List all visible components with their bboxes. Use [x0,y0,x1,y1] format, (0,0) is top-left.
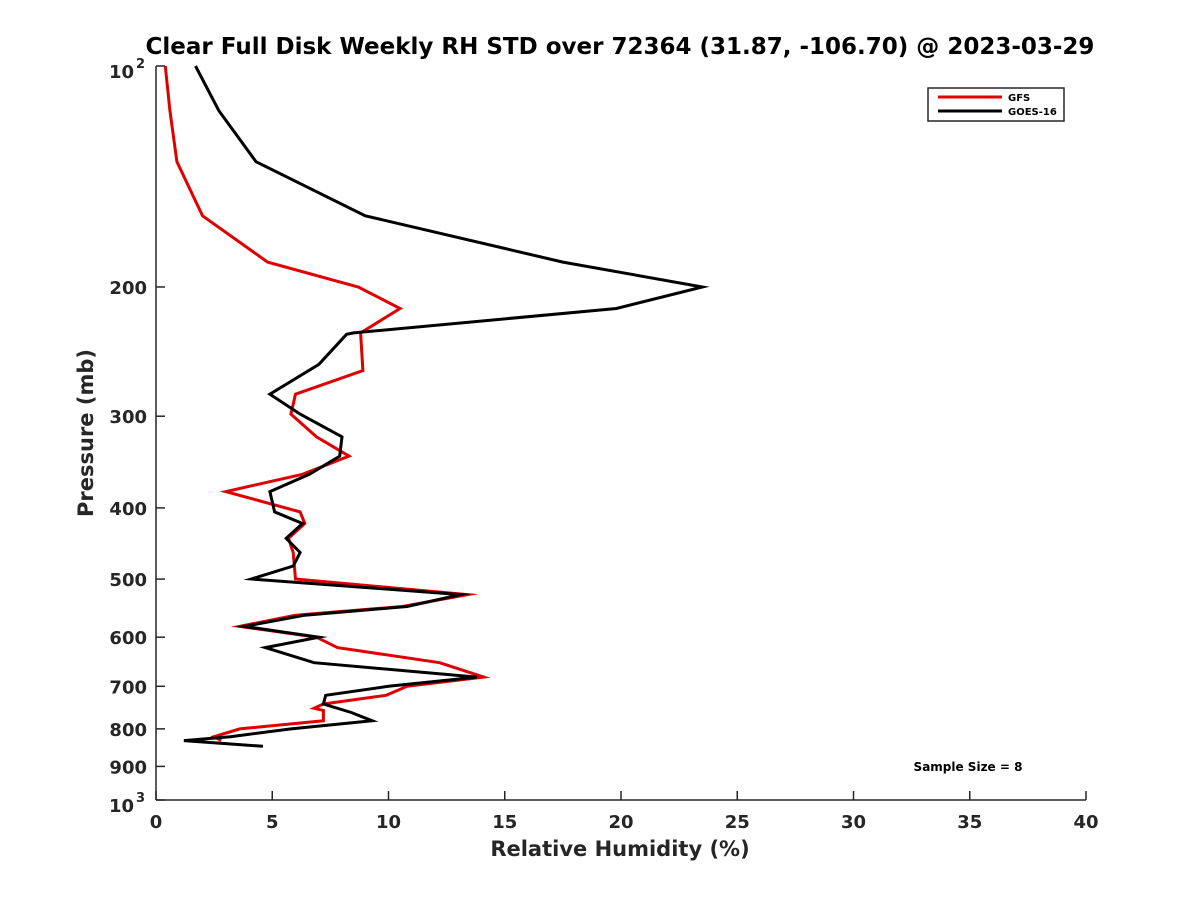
legend-label-gfs: GFS [1008,93,1030,104]
legend-box [927,87,1065,122]
y-tick-label: 200 [109,278,147,299]
y-tick-label: 500 [109,570,147,591]
y-tick-label: 400 [109,499,147,520]
legend-label-goes-16: GOES-16 [1008,107,1057,118]
series-line-goes-16 [183,65,710,748]
x-tick-label: 10 [376,812,401,833]
y-tick-label: 10 [109,62,134,83]
series-line-gfs [163,65,491,742]
x-tick-label: 25 [725,812,750,833]
x-tick-label: 0 [150,812,163,833]
y-tick-label: 10 [109,796,134,817]
y-tick-label: 800 [109,720,147,741]
x-tick-label: 5 [266,812,279,833]
x-tick-label: 30 [841,812,866,833]
y-tick-label: 600 [109,628,147,649]
x-axis-label: Relative Humidity (%) [490,837,749,861]
y-tick-label-exponent: 2 [136,57,145,72]
x-tick-label: 40 [1073,812,1098,833]
y-tick-label: 300 [109,407,147,428]
y-tick-label: 700 [109,677,147,698]
chart-title: Clear Full Disk Weekly RH STD over 72364… [146,34,1095,60]
x-tick-label: 35 [957,812,982,833]
x-tick-label: 15 [492,812,517,833]
legend: GFS GOES-16 [927,87,1065,122]
y-axis-label: Pressure (mb) [74,349,98,517]
x-tick-label: 20 [608,812,633,833]
sample-size-annotation: Sample Size = 8 [914,760,1023,774]
y-tick-label-exponent: 3 [136,791,145,806]
y-tick-label: 900 [109,757,147,778]
